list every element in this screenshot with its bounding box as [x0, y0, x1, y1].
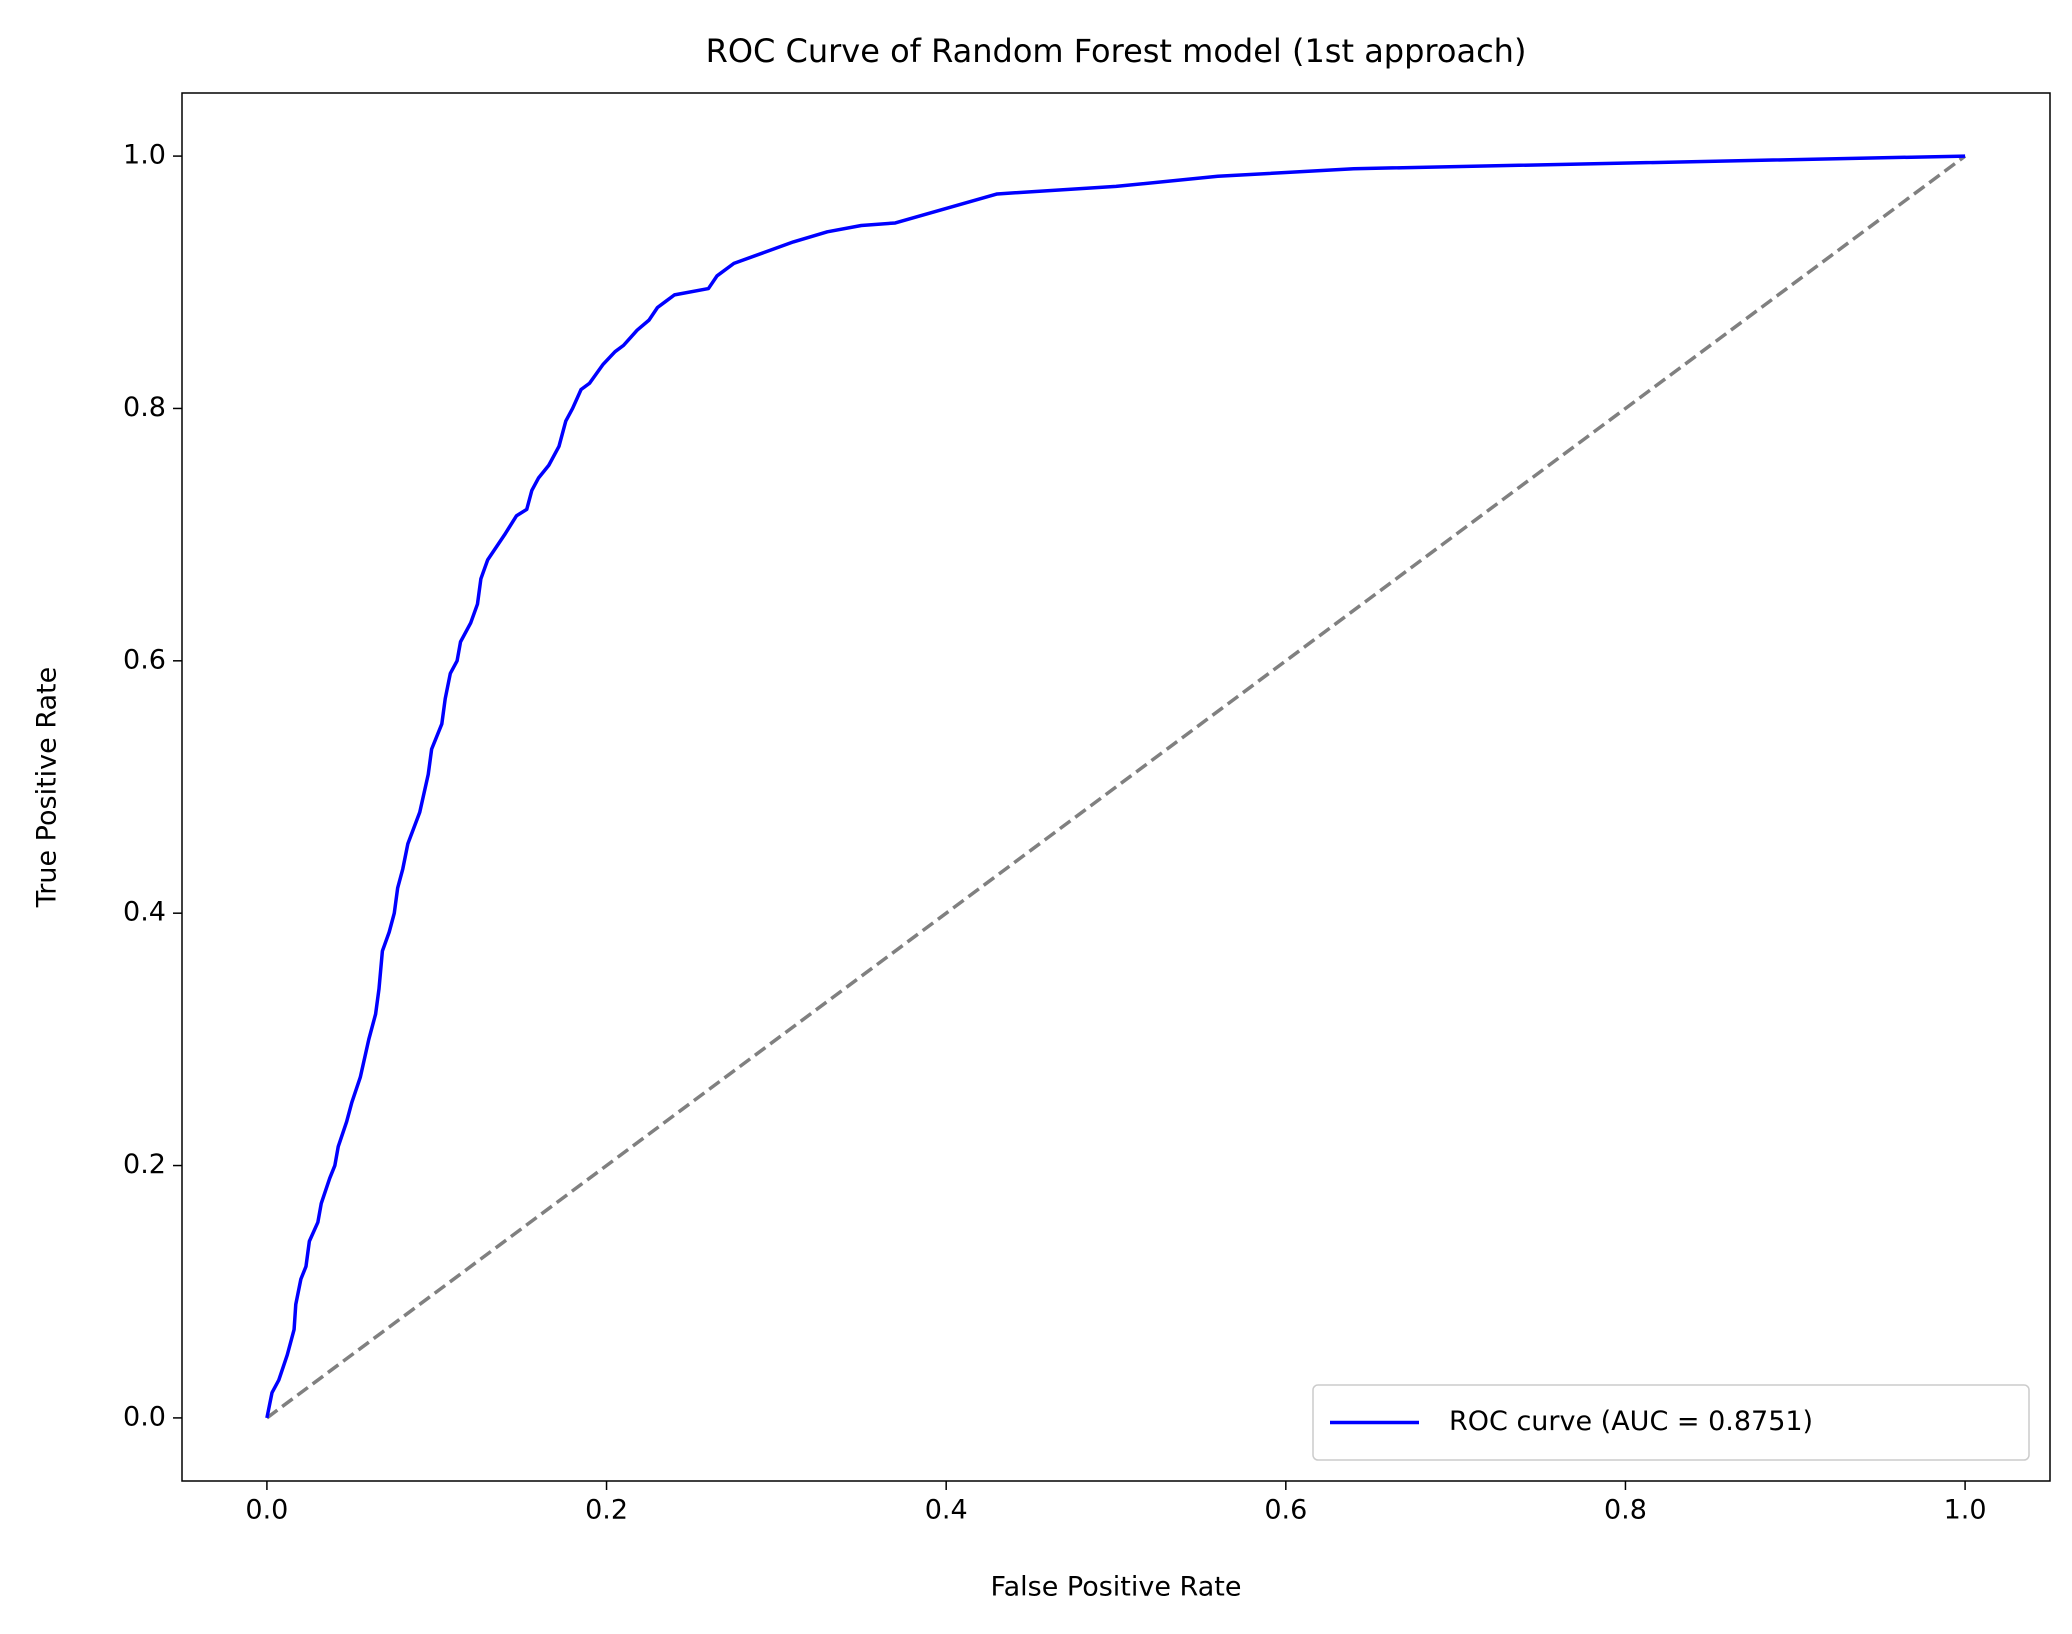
legend-label: ROC curve (AUC = 0.8751)	[1449, 1406, 1813, 1437]
y-tick-label: 1.0	[123, 140, 166, 171]
x-tick-label: 0.6	[1264, 1495, 1307, 1526]
x-tick-label: 0.4	[925, 1495, 968, 1526]
x-tick-label: 0.8	[1604, 1495, 1647, 1526]
x-tick-label: 0.2	[585, 1495, 628, 1526]
y-tick-label: 0.6	[123, 644, 166, 675]
reference-line	[265, 154, 1967, 1420]
x-tick-label: 0.0	[245, 1495, 288, 1526]
y-tick-label: 0.2	[123, 1149, 166, 1180]
legend-box	[1312, 1384, 2030, 1461]
y-tick-label: 0.4	[123, 897, 166, 928]
y-tick-label: 0.0	[123, 1401, 166, 1432]
y-axis-label: True Positive Rate	[32, 667, 63, 909]
plot-frame	[181, 92, 2051, 1482]
y-tick-label: 0.8	[123, 392, 166, 423]
chart-title: ROC Curve of Random Forest model (1st ap…	[706, 32, 1527, 70]
x-axis-label: False Positive Rate	[991, 1572, 1242, 1603]
roc-line	[265, 154, 1966, 1419]
x-tick-label: 1.0	[1944, 1495, 1987, 1526]
